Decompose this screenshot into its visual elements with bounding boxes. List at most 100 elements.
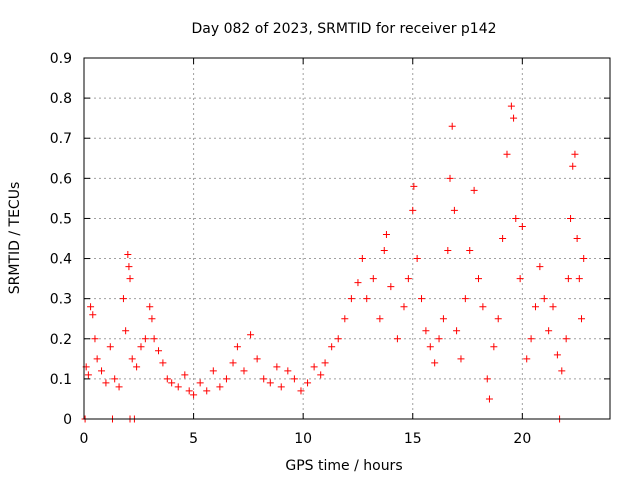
data-point xyxy=(531,303,539,311)
x-tick-label: 15 xyxy=(404,431,422,447)
data-point xyxy=(155,347,163,355)
data-point xyxy=(203,387,211,395)
x-tick-label: 5 xyxy=(189,431,198,447)
data-point xyxy=(485,395,493,403)
data-point xyxy=(84,371,92,379)
data-point xyxy=(137,343,145,351)
data-point xyxy=(518,222,526,230)
data-point xyxy=(516,275,524,283)
data-point xyxy=(431,359,439,367)
data-point xyxy=(163,375,171,383)
data-point xyxy=(133,363,141,371)
data-point xyxy=(567,214,575,222)
data-point xyxy=(216,383,224,391)
y-tick-label: 0.8 xyxy=(50,91,72,107)
data-point xyxy=(124,251,132,259)
data-point xyxy=(413,255,421,263)
data-point xyxy=(450,206,458,214)
data-point xyxy=(578,315,586,323)
data-point xyxy=(376,315,384,323)
data-point xyxy=(284,367,292,375)
data-point xyxy=(304,379,312,387)
data-point xyxy=(168,379,176,387)
data-point xyxy=(527,335,535,343)
data-point xyxy=(89,311,97,319)
data-point xyxy=(564,275,572,283)
data-point xyxy=(181,371,189,379)
x-axis-label: GPS time / hours xyxy=(285,458,402,474)
data-point xyxy=(341,315,349,323)
data-point xyxy=(148,315,156,323)
data-point xyxy=(536,263,544,271)
chart-title: Day 082 of 2023, SRMTID for receiver p14… xyxy=(191,21,496,37)
data-point xyxy=(277,383,285,391)
y-axis-label: SRMTID / TECUs xyxy=(7,182,23,295)
data-point xyxy=(470,186,478,194)
data-point xyxy=(523,355,531,363)
data-point xyxy=(297,387,305,395)
data-point xyxy=(387,283,395,291)
data-point xyxy=(91,335,99,343)
data-point xyxy=(260,375,268,383)
data-point xyxy=(562,335,570,343)
data-point xyxy=(422,327,430,335)
data-point xyxy=(328,343,336,351)
data-point xyxy=(290,375,298,383)
data-point xyxy=(273,363,281,371)
data-point xyxy=(122,327,130,335)
data-point xyxy=(512,214,520,222)
y-tick-label: 0.9 xyxy=(50,51,72,67)
data-point xyxy=(240,367,248,375)
data-point xyxy=(185,387,193,395)
plot-frame xyxy=(83,57,611,420)
data-point xyxy=(439,315,447,323)
data-point xyxy=(229,359,237,367)
data-point xyxy=(266,379,274,387)
data-point xyxy=(150,335,158,343)
data-point xyxy=(580,255,588,263)
data-point xyxy=(490,343,498,351)
data-point xyxy=(119,295,127,303)
data-point xyxy=(347,295,355,303)
data-point xyxy=(115,383,123,391)
data-point xyxy=(404,275,412,283)
data-point xyxy=(317,371,325,379)
y-tick-label: 0.3 xyxy=(50,292,72,308)
y-tick-label: 0.2 xyxy=(50,332,72,348)
data-point xyxy=(93,355,101,363)
data-point xyxy=(510,114,518,122)
data-point xyxy=(453,327,461,335)
data-point xyxy=(457,355,465,363)
data-point xyxy=(126,275,134,283)
data-point xyxy=(569,162,577,170)
data-point xyxy=(106,343,114,351)
data-point xyxy=(87,303,95,311)
y-tick-label: 0.1 xyxy=(50,372,72,388)
data-point xyxy=(196,379,204,387)
data-point xyxy=(466,247,474,255)
data-point xyxy=(475,275,482,283)
data-point xyxy=(553,351,561,359)
data-point xyxy=(540,295,548,303)
data-point xyxy=(128,355,136,363)
data-point xyxy=(98,367,106,375)
data-point xyxy=(358,255,366,263)
data-point xyxy=(111,375,119,383)
data-point xyxy=(499,235,507,242)
x-tick-label: 0 xyxy=(80,431,89,447)
data-points xyxy=(81,102,588,423)
x-tick-label: 10 xyxy=(294,431,312,447)
data-point xyxy=(426,343,434,351)
data-point xyxy=(483,375,491,383)
data-point xyxy=(435,335,443,343)
data-point xyxy=(507,102,515,110)
y-tick-label: 0.4 xyxy=(50,252,72,268)
data-point xyxy=(558,367,566,375)
data-point xyxy=(461,295,469,303)
data-point xyxy=(571,150,579,158)
data-point xyxy=(354,279,362,287)
data-point xyxy=(573,235,581,242)
data-point xyxy=(494,315,502,323)
data-point xyxy=(247,331,255,339)
y-tick-label: 0.6 xyxy=(50,171,72,187)
